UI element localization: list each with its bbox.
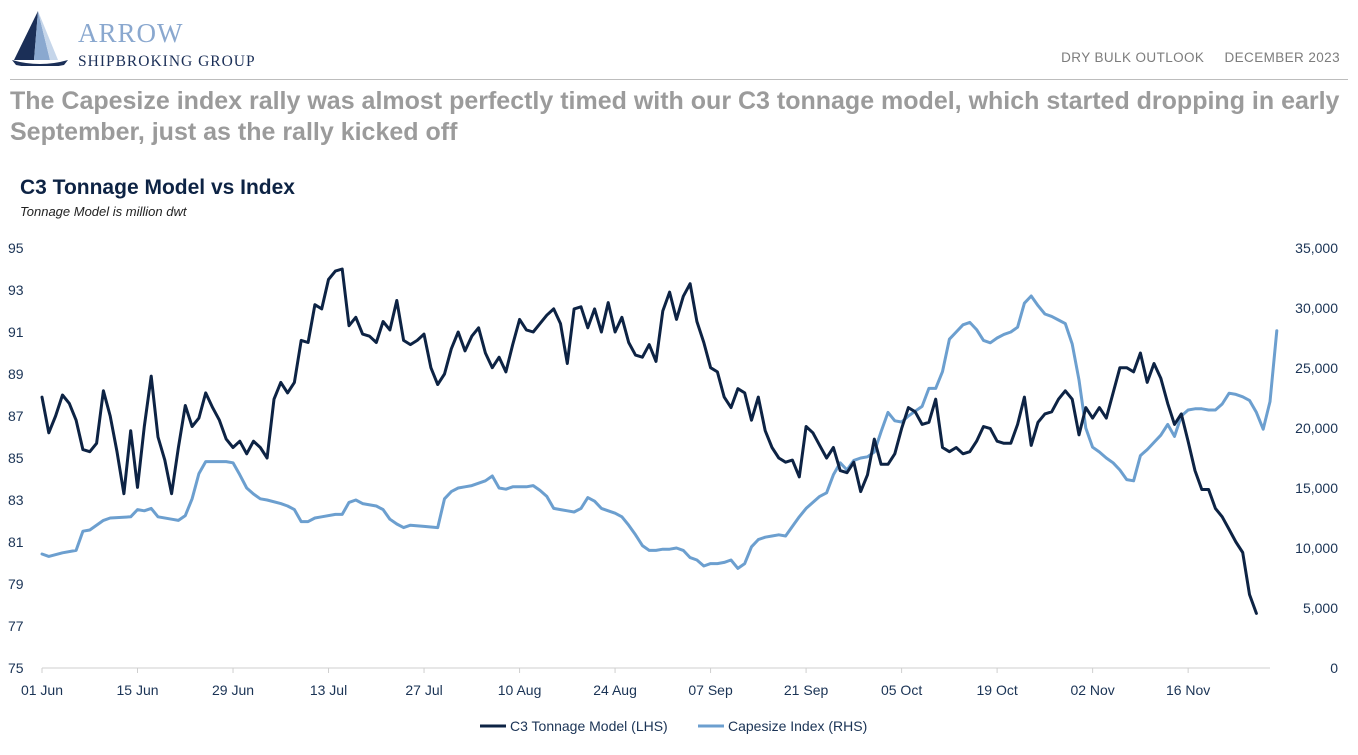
x-tick-label: 21 Sep bbox=[784, 682, 829, 698]
x-tick-label: 27 Jul bbox=[405, 682, 442, 698]
series-line-tonnage bbox=[40, 267, 1258, 615]
chart-subtitle: Tonnage Model is million dwt bbox=[20, 204, 187, 219]
chart-title: C3 Tonnage Model vs Index bbox=[20, 176, 295, 199]
x-tick-label: 19 Oct bbox=[976, 682, 1017, 698]
y-left-tick-label: 91 bbox=[8, 324, 24, 340]
y-left-tick-label: 83 bbox=[8, 492, 24, 508]
logo-line1: ARROW bbox=[78, 18, 184, 48]
y-right-tick-label: 10,000 bbox=[1295, 540, 1338, 556]
y-right-tick-label: 35,000 bbox=[1295, 240, 1338, 256]
x-tick-label: 13 Jul bbox=[310, 682, 347, 698]
y-left-tick-label: 87 bbox=[8, 408, 24, 424]
report-header: DRY BULK OUTLOOK DECEMBER 2023 bbox=[1045, 50, 1340, 65]
x-tick-label: 05 Oct bbox=[881, 682, 922, 698]
y-right-tick-label: 15,000 bbox=[1295, 480, 1338, 496]
x-tick-label: 10 Aug bbox=[498, 682, 542, 698]
x-tick-label: 16 Nov bbox=[1166, 682, 1210, 698]
y-right-tick-label: 0 bbox=[1330, 660, 1338, 676]
y-left-tick-label: 93 bbox=[8, 282, 24, 298]
y-left-tick-label: 89 bbox=[8, 366, 24, 382]
x-tick-label: 01 Jun bbox=[21, 682, 63, 698]
y-right-tick-label: 5,000 bbox=[1303, 600, 1338, 616]
report-date: DECEMBER 2023 bbox=[1224, 50, 1340, 65]
y-left-tick-label: 75 bbox=[8, 660, 24, 676]
series-line-capesize bbox=[40, 294, 1279, 570]
y-left-tick-label: 85 bbox=[8, 450, 24, 466]
y-right-tick-label: 30,000 bbox=[1295, 300, 1338, 316]
header-divider bbox=[10, 79, 1348, 80]
x-tick-label: 02 Nov bbox=[1070, 682, 1114, 698]
legend-tonnage-label: C3 Tonnage Model (LHS) bbox=[510, 718, 668, 734]
legend-capesize-label: Capesize Index (RHS) bbox=[728, 718, 867, 734]
y-left-tick-label: 79 bbox=[8, 576, 24, 592]
y-right-tick-label: 25,000 bbox=[1295, 360, 1338, 376]
y-right-tick-label: 20,000 bbox=[1295, 420, 1338, 436]
logo: ARROW SHIPBROKING GROUP bbox=[10, 10, 260, 69]
y-left-tick-label: 95 bbox=[8, 240, 24, 256]
x-tick-label: 07 Sep bbox=[688, 682, 733, 698]
logo-line2: SHIPBROKING GROUP bbox=[78, 53, 256, 70]
y-left-tick-label: 81 bbox=[8, 534, 24, 550]
y-left-tick-label: 77 bbox=[8, 618, 24, 634]
x-tick-label: 29 Jun bbox=[212, 682, 254, 698]
ship-logo-icon bbox=[12, 11, 68, 66]
x-tick-label: 24 Aug bbox=[593, 682, 637, 698]
headline: The Capesize index rally was almost perf… bbox=[10, 87, 1340, 146]
report-name: DRY BULK OUTLOOK bbox=[1061, 50, 1205, 65]
x-tick-label: 15 Jun bbox=[116, 682, 158, 698]
